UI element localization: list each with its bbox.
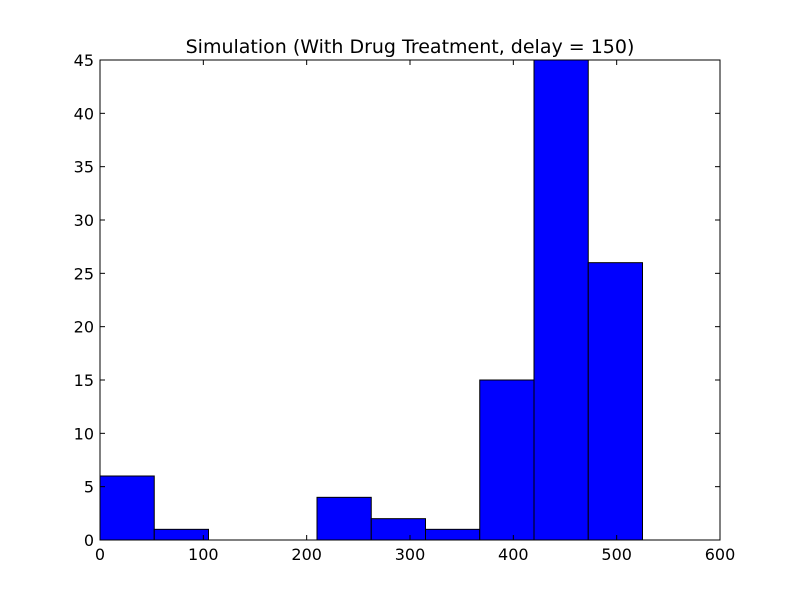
histogram-bar — [587, 262, 643, 541]
x-tick-label: 0 — [95, 545, 105, 564]
x-tick-label: 600 — [705, 545, 736, 564]
chart-title: Simulation (With Drug Treatment, delay =… — [186, 36, 635, 58]
y-tick-label: 10 — [74, 424, 94, 443]
plot-frame — [99, 59, 721, 541]
y-tick-label: 30 — [74, 211, 94, 230]
y-tick-label: 25 — [74, 264, 94, 283]
x-tick-label: 100 — [188, 545, 219, 564]
histogram-bar — [370, 518, 426, 541]
ticks-layer: 0 100 200 300 400 500 600 0 5 10 15 20 25 30 35 40 45 — [74, 51, 736, 564]
x-tick-label: 300 — [395, 545, 426, 564]
histogram-bar — [316, 496, 372, 541]
x-tick-label: 200 — [291, 545, 322, 564]
y-tick-label: 45 — [74, 51, 94, 70]
histogram-bar — [153, 528, 209, 541]
y-tick-label: 35 — [74, 158, 94, 177]
histogram-bar — [533, 59, 589, 541]
histogram-bar — [425, 528, 481, 541]
y-tick-label: 5 — [84, 478, 94, 497]
x-tick-label: 500 — [601, 545, 632, 564]
x-tick-label: 400 — [498, 545, 529, 564]
y-tick-label: 0 — [84, 531, 94, 550]
histogram-bar — [99, 475, 155, 541]
bars-layer — [99, 59, 643, 541]
y-tick-label: 20 — [74, 318, 94, 337]
y-tick-label: 15 — [74, 371, 94, 390]
histogram-bar — [479, 379, 535, 541]
y-tick-label: 40 — [74, 104, 94, 123]
